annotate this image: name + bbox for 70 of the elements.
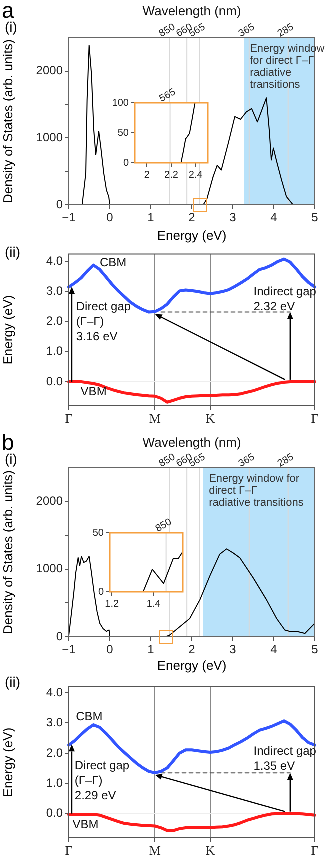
annotation: 365 — [237, 452, 258, 470]
x-axis-title: Energy (eV) — [157, 658, 227, 673]
y-tick-label: 0 — [56, 629, 64, 644]
x-axis-title: Energy (eV) — [157, 228, 227, 243]
x-tick-label: K — [206, 843, 216, 858]
x-tick-label: 3 — [230, 642, 237, 657]
x-tick-label: −1 — [62, 210, 76, 225]
y-axis-title: Density of States (arb. units) — [0, 39, 16, 204]
x-tick-label: Γ — [65, 411, 74, 426]
x-tick-label: 3 — [230, 210, 237, 225]
annotation: CBM — [100, 256, 127, 270]
x-tick-label: 4 — [270, 210, 278, 225]
y-tick-label: 3.0 — [46, 284, 64, 298]
y-tick-label: 2.0 — [46, 314, 64, 328]
y-tick-label: 0.0 — [46, 374, 64, 388]
y-axis-title: Energy (eV) — [0, 728, 16, 798]
x-tick-label: M — [149, 843, 162, 858]
y-tick-label: 50 — [92, 528, 104, 539]
x-tick-label: 2 — [188, 642, 196, 657]
x-tick-label: 1 — [148, 642, 155, 657]
annotation: Direct gap (Γ–Γ) 2.29 eV — [74, 758, 130, 803]
text: Wavelength (nm) — [142, 4, 242, 19]
y-tick-label: 1000 — [36, 562, 64, 576]
x-tick-label: K — [206, 411, 216, 426]
y-tick-label: 2000 — [36, 494, 64, 508]
annotation: VBM — [72, 818, 99, 832]
x-tick-label: 4 — [270, 642, 278, 657]
y-tick-label: 1000 — [36, 130, 64, 145]
x-tick-label: 2 — [144, 170, 150, 181]
x-tick-label: M — [149, 411, 162, 426]
annotation: 850 — [158, 22, 178, 40]
y-tick-label: 3.0 — [46, 716, 64, 730]
x-tick-label: 2 — [188, 210, 196, 225]
chart-subtitle: (ii) — [5, 674, 21, 690]
x-tick-label: 5 — [312, 642, 319, 657]
chart-subtitle: (ii) — [5, 244, 21, 260]
x-tick-label: Γ — [311, 411, 320, 426]
x-tick-label: Γ — [65, 843, 74, 858]
y-axis-title: Density of States (arb. units) — [0, 470, 16, 635]
y-tick-label: 0.0 — [46, 806, 64, 820]
y-tick-label: 50 — [118, 128, 130, 139]
y-tick-label: 0 — [123, 158, 130, 169]
x-tick-label: 5 — [312, 210, 319, 225]
y-tick-label: 2.0 — [46, 746, 64, 760]
x-tick-label: 1 — [148, 210, 155, 225]
annotation: VBM — [80, 384, 107, 399]
y-tick-label: 100 — [112, 98, 130, 109]
annotation: 850 — [158, 452, 178, 470]
y-axis-title: Energy (eV) — [0, 295, 16, 365]
x-tick-label: −1 — [62, 642, 76, 657]
annotation: CBM — [76, 710, 103, 724]
y-tick-label: 4.0 — [46, 254, 64, 268]
y-tick-label: 2000 — [36, 64, 64, 78]
x-tick-label: 2.2 — [164, 170, 179, 181]
y-tick-label: 1.0 — [46, 776, 64, 790]
y-tick-label: 4.0 — [46, 685, 64, 700]
text: Wavelength (nm) — [142, 435, 242, 450]
annotation: 850 — [154, 516, 174, 535]
x-tick-label: Γ — [311, 843, 320, 858]
y-tick-label: 0 — [56, 197, 64, 212]
annotation: 285 — [276, 22, 296, 40]
x-tick-label: 2.4 — [188, 170, 204, 181]
y-tick-label: 1.0 — [46, 344, 64, 358]
x-tick-label: 1.2 — [105, 598, 120, 610]
annotation: Direct gap (Γ–Γ) 3.16 eV — [76, 300, 132, 344]
band-label: Energy window for direct Γ–Γ radiative transitions — [209, 473, 304, 510]
annotation: 565 — [158, 86, 178, 105]
x-tick-label: 1.4 — [146, 598, 162, 610]
annotation: 285 — [276, 452, 296, 470]
annotation: 365 — [237, 22, 258, 40]
